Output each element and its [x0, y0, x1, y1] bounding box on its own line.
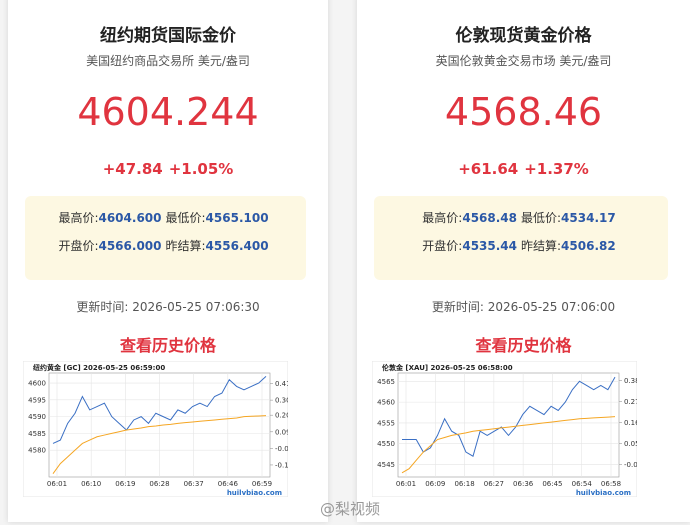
x-tick-label: 06:54	[572, 480, 593, 488]
price-line	[401, 416, 616, 474]
price-card: 伦敦现货黄金价格英国伦敦黄金交易市场 美元/盎司 4568.46 +61.64 +1.…	[357, 0, 690, 522]
x-tick-label: 06:59	[252, 480, 272, 488]
y2-tick-label: 0.16%	[624, 419, 637, 427]
x-tick-label: 06:46	[218, 480, 239, 488]
x-tick-label: 06:37	[184, 480, 204, 488]
chart-frame	[23, 361, 288, 497]
stats-row: 开盘价:4535.44 昨结算:4506.82	[374, 237, 668, 254]
card-title: 伦敦现货黄金价格	[455, 26, 592, 46]
x-tick-label: 06:45	[542, 480, 562, 488]
stat-label: 昨结算:	[521, 239, 562, 253]
watermark: @梨视频	[320, 500, 381, 518]
stat-label: 最高价:	[422, 211, 463, 225]
change-value: +47.84	[102, 160, 163, 178]
y2-tick-label: -0.06%	[624, 461, 637, 469]
history-link[interactable]: 查看历史价格	[119, 336, 216, 355]
source: huilvbiao.com	[576, 489, 631, 497]
stat-label: 开盘价:	[422, 239, 463, 253]
y-tick-label: 4600	[28, 380, 46, 388]
card-subtitle: 美国纽约商品交易所 美元/盎司	[86, 54, 250, 68]
update-time: 更新时间: 2026-05-25 07:06:30	[76, 300, 260, 314]
price-card: 纽约期货国际金价美国纽约商品交易所 美元/盎司 4604.244 +47.84 +1.…	[8, 0, 328, 522]
x-tick-label: 06:27	[484, 480, 504, 488]
y2-tick-label: 0.27%	[624, 398, 637, 406]
y-tick-label: 4565	[377, 378, 395, 386]
stats-row: 最高价:4604.600 最低价:4565.100	[25, 209, 306, 226]
stat-value: 4565.100	[205, 211, 269, 225]
y2-tick-label: -0.13%	[275, 461, 288, 469]
y-tick-label: 4580	[28, 447, 46, 455]
stats-box: 最高价:4604.600 最低价:4565.100 开盘价:4566.000 昨结算:…	[25, 196, 306, 280]
change-percent: +1.37%	[524, 160, 589, 178]
change-value: +61.64	[458, 160, 519, 178]
y2-tick-label: 0.38%	[624, 377, 637, 385]
stats-row: 最高价:4568.48 最低价:4534.17	[374, 209, 668, 226]
stat-value: 4566.000	[98, 239, 162, 253]
y2-tick-label: 0.20%	[275, 412, 288, 420]
x-tick-label: 06:28	[149, 480, 169, 488]
chart-frame	[372, 361, 637, 497]
x-tick-label: 06:36	[513, 480, 534, 488]
plot-area	[397, 372, 620, 478]
y-tick-label: 4590	[28, 413, 46, 421]
price: 4568.46	[444, 90, 603, 134]
change: +61.64 +1.37%	[357, 160, 690, 178]
stat-value: 4535.44	[462, 239, 517, 253]
stats-row: 开盘价:4566.000 昨结算:4556.400	[25, 237, 306, 254]
price: 4604.244	[77, 90, 259, 134]
x-tick-label: 06:01	[396, 480, 416, 488]
y-tick-label: 4560	[377, 399, 395, 407]
x-tick-label: 06:10	[81, 480, 101, 488]
stat-value: 4556.400	[205, 239, 269, 253]
y-tick-label: 4585	[28, 430, 46, 438]
y2-tick-label: 0.09%	[275, 428, 288, 436]
mini-chart: 伦敦金 [XAU] 2026-05-25 06:58:00 4545 4550 455…	[372, 361, 637, 497]
price-line	[52, 415, 267, 474]
stat-label: 最低价:	[165, 211, 206, 225]
stat-value: 4568.48	[462, 211, 517, 225]
x-tick-label: 06:58	[601, 480, 621, 488]
x-tick-label: 06:18	[454, 480, 474, 488]
price-line	[402, 376, 616, 457]
stat-value: 4604.600	[98, 211, 162, 225]
y2-tick-label: 0.41%	[275, 380, 288, 388]
y2-tick-label: -0.02%	[275, 445, 288, 453]
y-tick-label: 4550	[377, 440, 395, 448]
card-subtitle: 英国伦敦黄金交易市场 美元/盎司	[435, 54, 612, 68]
history-link[interactable]: 查看历史价格	[475, 336, 572, 355]
y-tick-label: 4595	[28, 396, 46, 404]
stats-box: 最高价:4568.48 最低价:4534.17 开盘价:4535.44 昨结算:450…	[374, 196, 668, 280]
stat-label: 昨结算:	[165, 239, 206, 253]
x-tick-label: 06:09	[425, 480, 445, 488]
source: huilvbiao.com	[227, 489, 282, 497]
y-tick-label: 4545	[377, 461, 395, 469]
chart-title: 纽约黄金 [GC] 2026-05-25 06:59:00	[33, 363, 165, 372]
x-tick-label: 06:01	[47, 480, 67, 488]
stat-label: 开盘价:	[58, 239, 99, 253]
x-tick-label: 06:19	[115, 480, 135, 488]
update-time: 更新时间: 2026-05-25 07:06:00	[431, 300, 616, 314]
card-title: 纽约期货国际金价	[100, 26, 236, 46]
change: +47.84 +1.05%	[8, 160, 328, 178]
price-line	[52, 375, 267, 444]
stat-value: 4506.82	[561, 239, 616, 253]
stat-value: 4534.17	[561, 211, 616, 225]
y-tick-label: 4555	[377, 419, 395, 427]
stat-label: 最高价:	[58, 211, 99, 225]
y2-tick-label: 0.05%	[624, 440, 637, 448]
chart-title: 伦敦金 [XAU] 2026-05-25 06:58:00	[382, 363, 513, 372]
y2-tick-label: 0.30%	[275, 397, 288, 405]
change-percent: +1.05%	[168, 160, 234, 178]
mini-chart: 纽约黄金 [GC] 2026-05-25 06:59:00 4580 4585 459…	[23, 361, 288, 497]
stat-label: 最低价:	[521, 211, 562, 225]
